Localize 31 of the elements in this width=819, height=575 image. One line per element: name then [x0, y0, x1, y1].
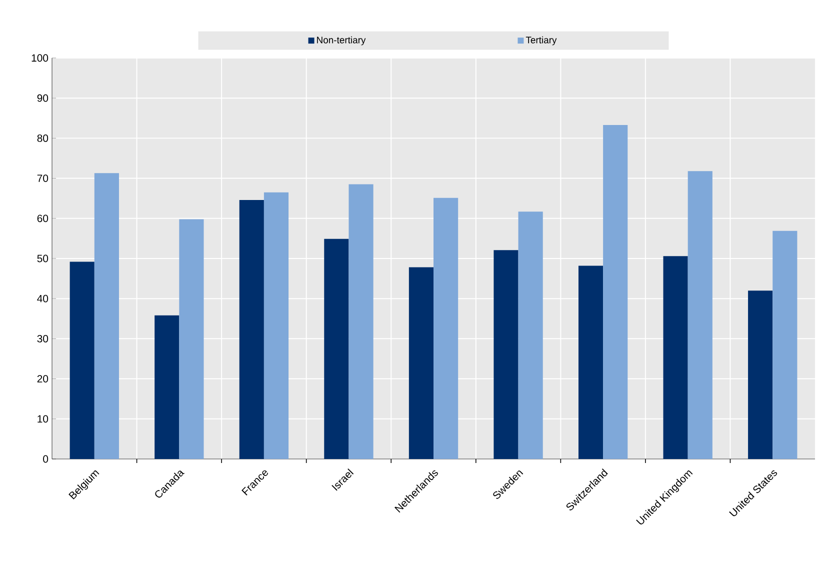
- bar: [603, 124, 628, 459]
- bar: [494, 250, 518, 459]
- y-tick-label: 50: [37, 254, 48, 262]
- y-tick-label: 40: [37, 294, 48, 302]
- y-tick-label: 20: [37, 375, 48, 382]
- bar: [772, 230, 798, 459]
- y-tick-label: 30: [37, 334, 48, 342]
- bar: [94, 173, 119, 459]
- legend-label: Non-tertiary: [317, 36, 366, 46]
- y-tick-label: 90: [37, 94, 48, 102]
- y-tick-label: 0: [43, 455, 48, 463]
- bar: [748, 290, 773, 459]
- bar: [688, 171, 712, 459]
- y-tick-label: 70: [37, 174, 48, 182]
- bar: [578, 266, 604, 459]
- bar: [264, 192, 289, 459]
- bar: [434, 198, 458, 459]
- bar: [239, 200, 264, 459]
- y-tick-label: 10: [38, 415, 48, 423]
- bar: [348, 184, 374, 459]
- bar: [663, 256, 688, 459]
- legend-label: Tertiary: [526, 36, 557, 46]
- y-tick-label: 60: [37, 214, 48, 222]
- y-tick-label: 100: [32, 54, 48, 62]
- bar: [179, 219, 204, 459]
- bar: [518, 212, 543, 459]
- y-tick-label: 80: [37, 134, 48, 142]
- bar: [408, 267, 434, 459]
- bar: [154, 315, 180, 459]
- bar: [324, 238, 349, 459]
- bar: [70, 262, 94, 459]
